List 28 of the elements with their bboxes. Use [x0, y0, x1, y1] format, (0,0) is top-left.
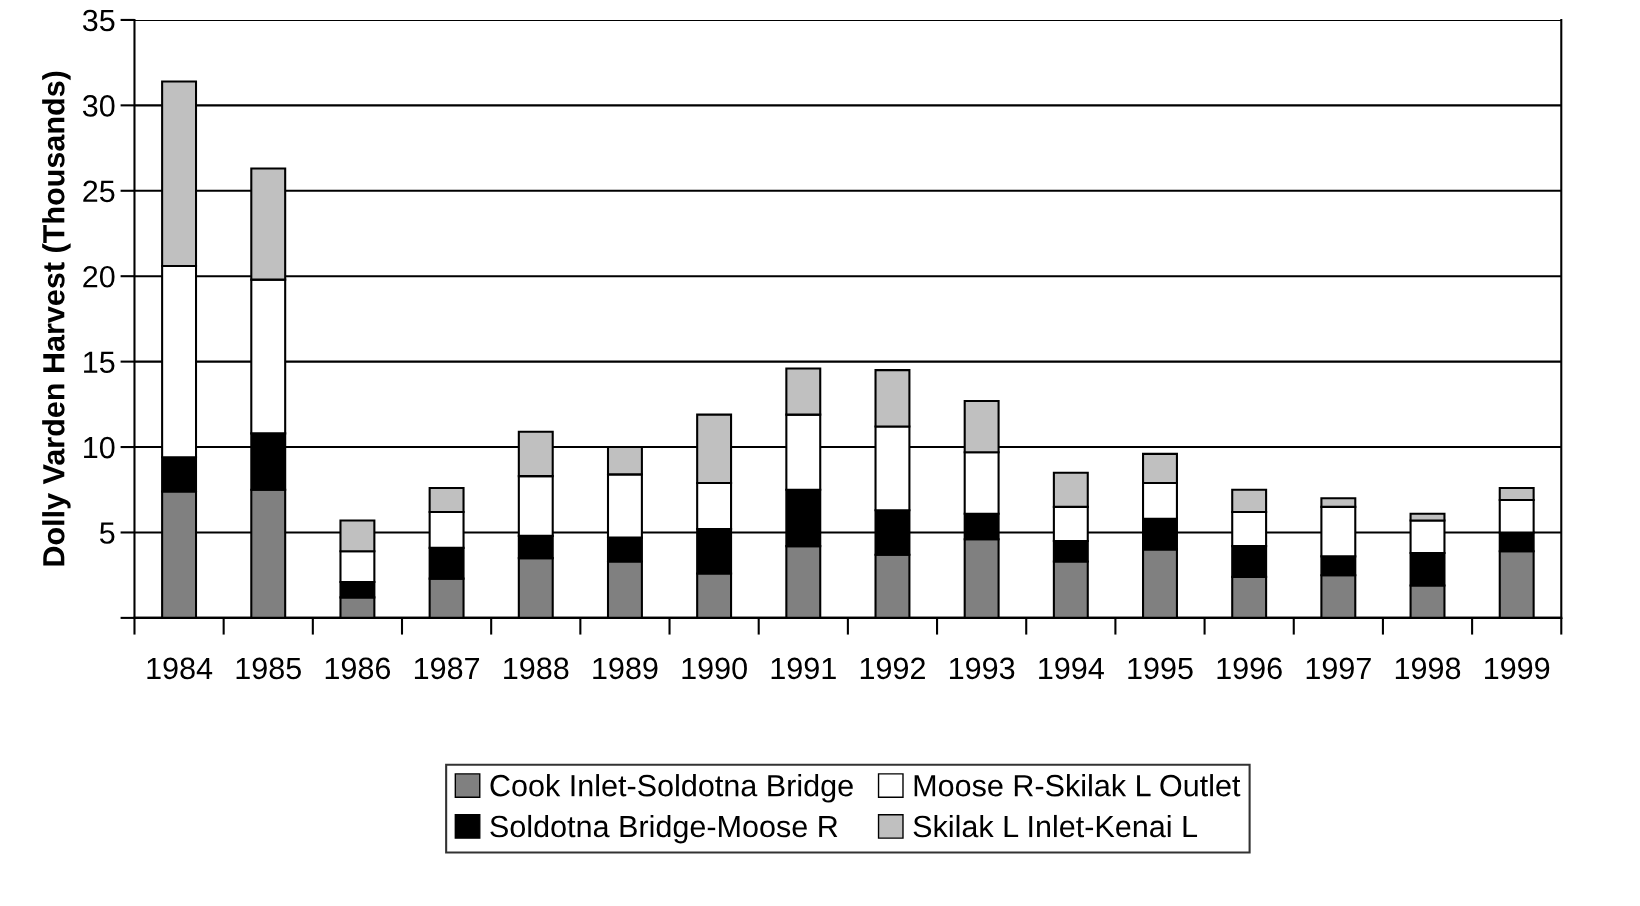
legend-label: Moose R-Skilak L Outlet [914, 774, 1241, 797]
y-tick-label: 10 [84, 436, 115, 459]
y-tick-label: 35 [82, 9, 115, 32]
x-tick-label: 1984 [147, 657, 213, 680]
x-tick-label: 1999 [1485, 657, 1550, 680]
legend-label: Cook Inlet-Soldotna Bridge [490, 774, 853, 803]
x-tick-label: 1998 [1395, 657, 1461, 680]
x-tick-label: 1997 [1306, 657, 1371, 680]
x-tick-label: 1986 [325, 657, 391, 680]
x-tick-label: 1985 [236, 657, 301, 680]
y-tick-label: 5 [99, 522, 115, 544]
x-tick-label: 1996 [1217, 657, 1282, 680]
x-tick-label: 1994 [1039, 657, 1104, 680]
x-tick-label: 1992 [860, 657, 925, 680]
x-tick-label: 1987 [414, 657, 480, 680]
x-tick-label: 1988 [504, 657, 569, 680]
x-tick-label: 1990 [682, 657, 747, 680]
legend-label: Skilak L Inlet-Kenai L [913, 814, 1198, 838]
y-axis-title: Dolly Varden Harvest (Thousands) [42, 71, 71, 566]
y-tick-label: 15 [84, 351, 115, 373]
x-tick-label: 1995 [1128, 657, 1193, 680]
y-tick-label: 25 [83, 180, 115, 203]
legend-label: Soldotna Bridge-Moose R [490, 814, 838, 844]
x-tick-label: 1989 [593, 657, 658, 680]
x-tick-label: 1991 [771, 657, 836, 680]
y-tick-label: 20 [83, 265, 115, 288]
x-tick-label: 1993 [949, 657, 1015, 680]
y-tick-label: 30 [82, 95, 115, 117]
